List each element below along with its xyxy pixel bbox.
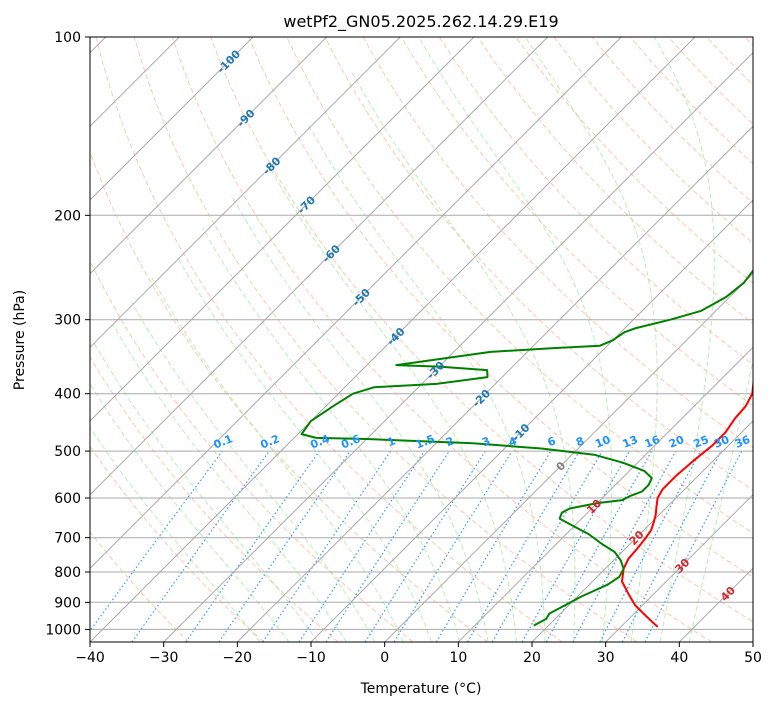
moist-adiabat bbox=[92, 340, 319, 642]
chart-title: wetPf2_GN05.2025.262.14.29.E19 bbox=[283, 12, 558, 32]
moist-adiabat bbox=[202, 227, 461, 642]
dry-adiabat bbox=[90, 150, 488, 642]
moist-adiabat bbox=[418, 37, 613, 642]
axis-layer: −40 −30 −20 −10 0 10 20 30 40 50 100 200 300 400 500 60… bbox=[45, 30, 762, 666]
x-tick-label: −10 bbox=[296, 650, 326, 666]
mixing-ratio-line bbox=[521, 450, 631, 642]
mixing-ratio-line bbox=[298, 450, 425, 642]
mixing-ratio-label: 1 bbox=[385, 434, 397, 449]
isotherm bbox=[90, 37, 401, 349]
dry-adiabat bbox=[515, 37, 753, 284]
dry-adiabat bbox=[210, 37, 753, 623]
mixing-ratio-line bbox=[393, 450, 513, 642]
isotherm bbox=[236, 125, 753, 642]
mixing-ratio-label: 20 bbox=[667, 433, 686, 451]
mixing-ratio-line bbox=[218, 450, 351, 642]
mixing-ratio-line bbox=[325, 450, 450, 642]
mixing-ratio-label: 8 bbox=[574, 434, 586, 449]
isotherm bbox=[90, 37, 475, 422]
y-tick-label: 900 bbox=[54, 595, 81, 611]
mixing-ratio-label: 2 bbox=[444, 434, 456, 449]
dry-adiabat bbox=[90, 445, 264, 642]
isotherm bbox=[605, 493, 753, 642]
x-tick-label: 10 bbox=[449, 650, 467, 666]
mixing-ratio-line bbox=[185, 450, 320, 642]
isotherm bbox=[163, 51, 753, 642]
moist-adiabat bbox=[231, 195, 489, 642]
y-tick-label: 700 bbox=[54, 531, 81, 547]
moist-adiabat bbox=[90, 426, 261, 642]
y-axis-label: Pressure (hPa) bbox=[12, 290, 28, 390]
y-tick-label: 200 bbox=[54, 208, 81, 224]
x-tick-label: 20 bbox=[523, 650, 541, 666]
x-tick-label: −40 bbox=[75, 650, 105, 666]
y-tick-label: 800 bbox=[54, 565, 81, 581]
mixing-ratio-line bbox=[545, 450, 653, 642]
y-tick-label: 600 bbox=[54, 491, 81, 507]
mixing-ratio-label: 3 bbox=[480, 434, 492, 449]
dewpoint-profile bbox=[300, 269, 753, 627]
grid-layer bbox=[90, 37, 753, 642]
plot-frame bbox=[89, 36, 754, 643]
isotherm bbox=[384, 272, 753, 642]
isotherm bbox=[90, 37, 696, 642]
x-tick-label: −30 bbox=[149, 650, 179, 666]
mixing-ratio-label: 36 bbox=[733, 433, 752, 451]
moist-adiabat bbox=[90, 382, 290, 642]
y-tick-label: 300 bbox=[54, 313, 81, 329]
mixing-ratio-line bbox=[131, 450, 270, 642]
dry-adiabat bbox=[95, 37, 563, 642]
dry-adiabat bbox=[90, 356, 339, 642]
isotherm bbox=[90, 37, 622, 570]
y-tick-label: 100 bbox=[54, 30, 81, 46]
x-tick-label: −20 bbox=[223, 650, 253, 666]
dry-adiabat bbox=[438, 37, 753, 366]
mixing-ratio-label: 30 bbox=[712, 433, 731, 451]
moist-adiabat bbox=[151, 277, 404, 642]
x-axis-label: Temperature (°C) bbox=[360, 681, 482, 697]
dry-adiabat bbox=[171, 37, 712, 642]
mixing-ratio-label: 10 bbox=[593, 433, 612, 451]
x-tick-label: 0 bbox=[380, 650, 389, 666]
y-tick-label: 500 bbox=[54, 444, 81, 460]
mixing-ratio-label: 25 bbox=[692, 433, 711, 451]
y-tick-label: 1000 bbox=[45, 622, 81, 638]
isotherm bbox=[90, 37, 328, 275]
mixing-ratio-line bbox=[644, 450, 743, 642]
moist-adiabat bbox=[524, 37, 658, 642]
mixing-ratio-label: 13 bbox=[621, 433, 640, 451]
dry-adiabat bbox=[324, 37, 753, 491]
mixing-ratio-line bbox=[262, 450, 392, 642]
mixing-ratio-line bbox=[572, 450, 677, 642]
x-tick-label: 50 bbox=[744, 650, 762, 666]
isotherm bbox=[90, 37, 254, 201]
moist-adiabat bbox=[653, 37, 715, 642]
mixing-ratio-label: 16 bbox=[643, 433, 662, 451]
x-tick-label: 40 bbox=[670, 650, 688, 666]
dry-adiabat bbox=[90, 531, 190, 642]
mixing-ratio-line bbox=[90, 450, 223, 632]
moist-adiabat bbox=[268, 165, 517, 642]
isotherm bbox=[531, 420, 753, 642]
moist-adiabat bbox=[112, 323, 347, 642]
x-tick-label: 30 bbox=[597, 650, 615, 666]
isotherm bbox=[90, 37, 549, 496]
moist-adiabat bbox=[176, 256, 432, 642]
moist-adiabat bbox=[688, 358, 753, 642]
dry-adiabat bbox=[248, 37, 753, 578]
isotherm bbox=[457, 346, 753, 642]
y-tick-label: 400 bbox=[54, 387, 81, 403]
dry-adiabat bbox=[400, 37, 753, 407]
